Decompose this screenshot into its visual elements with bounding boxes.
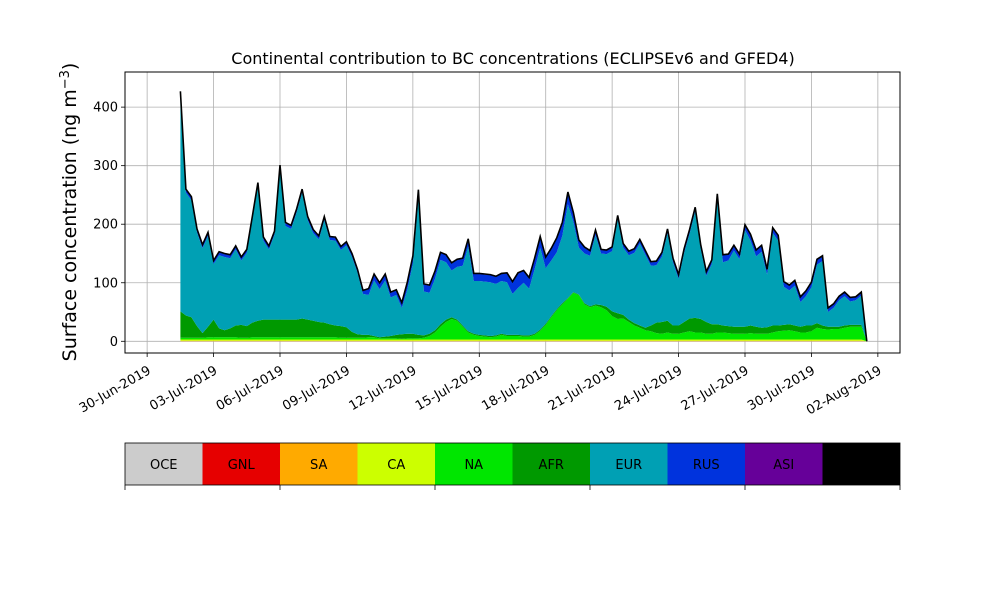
legend-colorbar: OCE GNL SA CA NA AFR EUR RUS ASI AUS xyxy=(124,442,901,490)
legend-swatch-oce xyxy=(125,443,203,485)
stacked-area-series xyxy=(180,91,867,342)
y-tick-label: 300 xyxy=(93,159,118,174)
legend-label-ca: CA xyxy=(387,458,405,473)
legend-label-na: NA xyxy=(464,458,483,473)
legend-swatch-ca xyxy=(357,443,435,485)
legend-swatch-eur xyxy=(590,443,668,485)
legend-label-sa: SA xyxy=(310,458,327,473)
legend-label-oce: OCE xyxy=(150,458,178,473)
legend-swatch-sa xyxy=(280,443,358,485)
plot-area xyxy=(124,71,901,354)
y-axis: 0 100 200 300 400 xyxy=(93,101,125,350)
legend-swatch-afr xyxy=(512,443,590,485)
legend-swatch-asi xyxy=(745,443,823,485)
legend-swatch-gnl xyxy=(202,443,280,485)
legend-frame xyxy=(124,442,901,486)
y-tick-label: 200 xyxy=(93,218,118,233)
legend-label-eur: EUR xyxy=(615,458,642,473)
y-tick-label: 100 xyxy=(93,276,118,291)
legend-label-rus: RUS xyxy=(693,458,720,473)
chart-title: Continental contribution to BC concentra… xyxy=(231,49,794,68)
y-tick-label: 400 xyxy=(93,101,118,116)
legend-label-gnl: GNL xyxy=(228,458,256,473)
total-outline-line xyxy=(179,91,868,342)
y-axis-label-close: ) xyxy=(59,63,81,70)
legend-swatch-aus xyxy=(822,443,900,485)
legend-swatch-rus xyxy=(667,443,745,485)
series-area-ca xyxy=(180,339,867,342)
y-tick-label: 0 xyxy=(110,335,118,350)
legend-label-afr: AFR xyxy=(539,458,564,473)
legend-label-asi: ASI xyxy=(773,458,794,473)
legend-swatch-na xyxy=(435,443,513,485)
series-area-eur xyxy=(180,94,867,342)
series-area-na xyxy=(180,292,867,342)
y-axis-label-exponent: −3 xyxy=(58,70,73,89)
series-area-sa xyxy=(180,340,867,342)
series-area-afr xyxy=(180,292,867,342)
y-axis-label-main: Surface concentration (ng m xyxy=(59,89,81,361)
y-axis-label: Surface concentration (ng m−3) xyxy=(58,63,81,362)
legend-label-aus: AUS xyxy=(848,458,875,473)
plot-frame xyxy=(124,71,901,354)
